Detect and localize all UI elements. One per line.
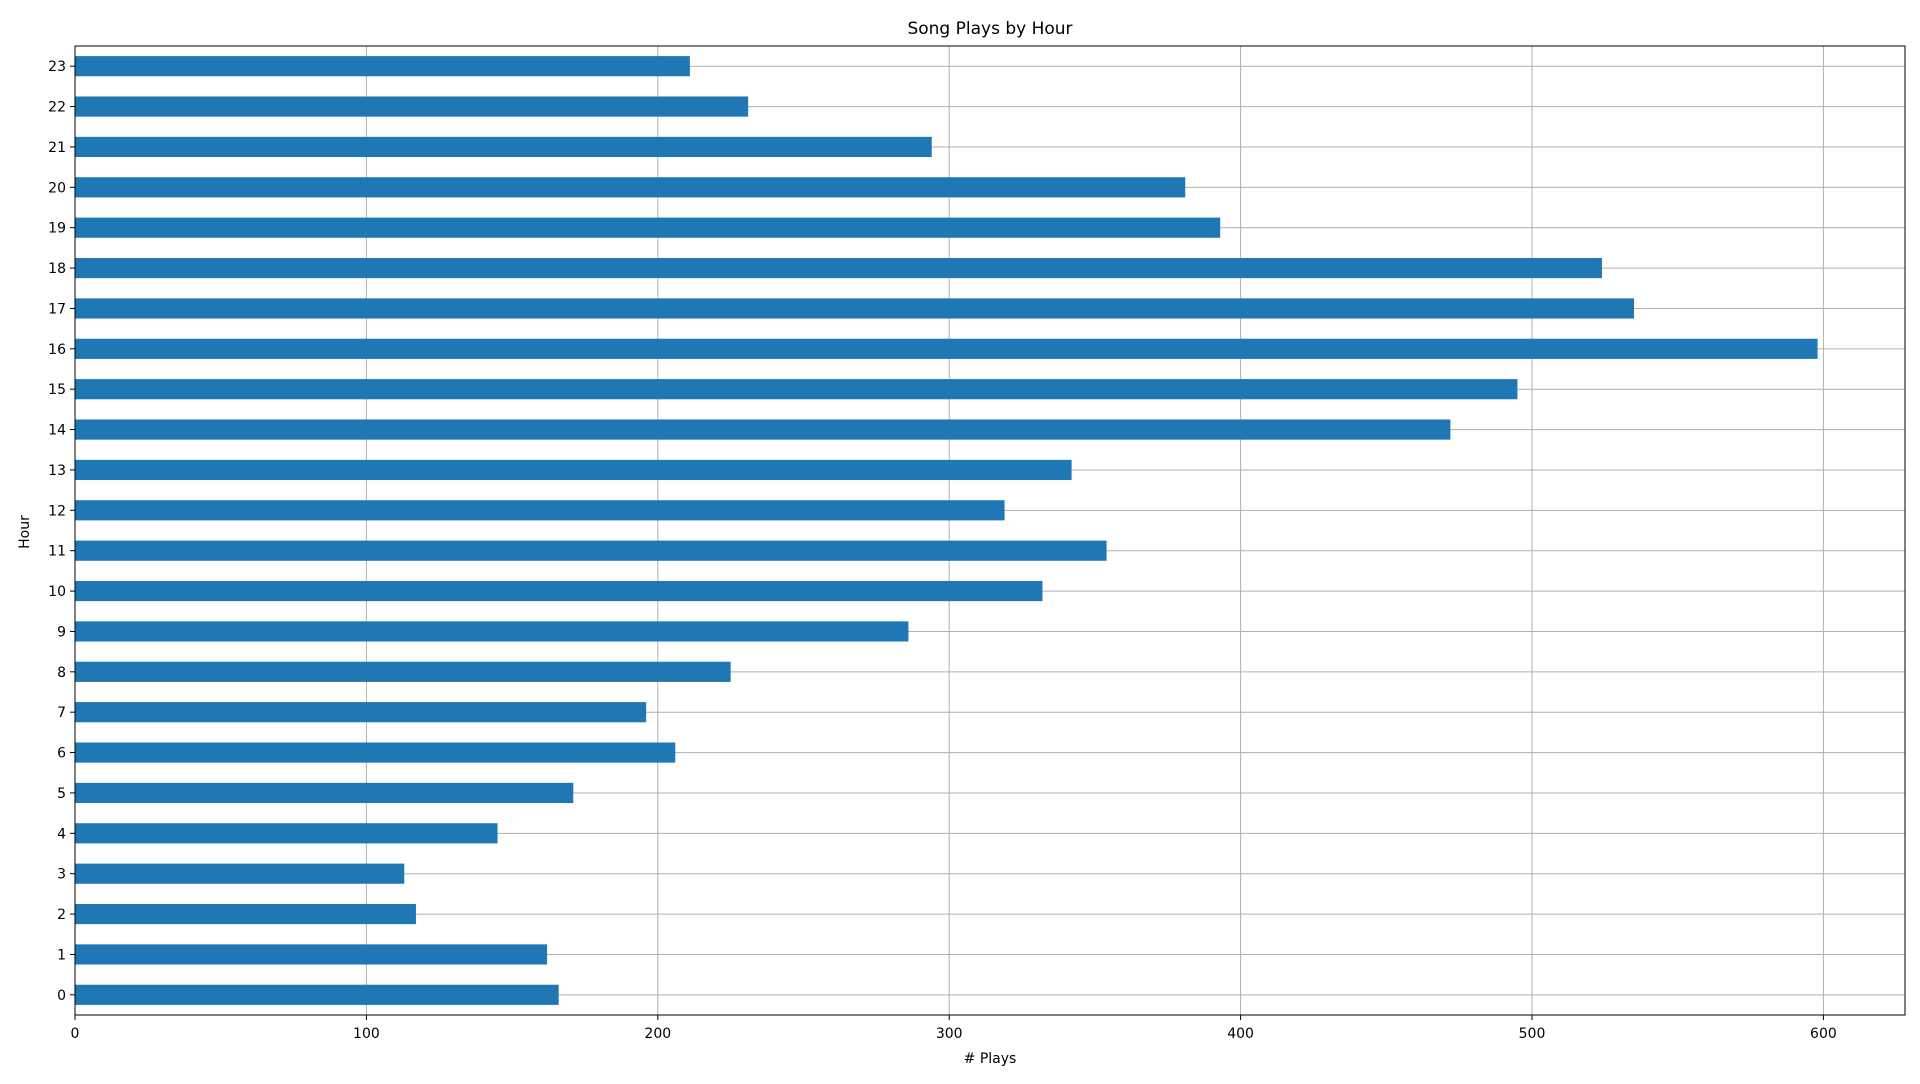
bar-hour-22 [75, 96, 749, 117]
y-tick-label: 0 [57, 988, 66, 1004]
y-tick-label: 9 [57, 624, 66, 640]
bar-hour-6 [75, 742, 676, 763]
y-tick-label: 20 [48, 180, 66, 196]
x-tick-label: 100 [353, 1026, 380, 1042]
bar-hour-16 [75, 338, 1818, 359]
y-tick-label: 23 [48, 59, 66, 75]
bar-hour-23 [75, 56, 690, 77]
bar-hour-19 [75, 217, 1221, 238]
y-tick-label: 8 [57, 665, 66, 681]
bar-hour-20 [75, 177, 1186, 198]
y-tick-label: 17 [48, 301, 66, 317]
x-axis-ticks: 0 100 200 300 400 500 600 [71, 1015, 1837, 1042]
x-tick-label: 300 [936, 1026, 963, 1042]
y-tick-label: 10 [48, 584, 66, 600]
y-tick-label: 4 [57, 826, 66, 842]
bar-hour-21 [75, 136, 932, 158]
x-tick-label: 400 [1227, 1026, 1254, 1042]
x-tick-label: 0 [71, 1026, 80, 1042]
bar-hour-5 [75, 782, 574, 804]
bar-hour-10 [75, 580, 1043, 602]
y-tick-label: 1 [57, 947, 66, 963]
y-tick-label: 18 [48, 261, 66, 277]
bar-hour-13 [75, 459, 1072, 481]
bar-hour-8 [75, 661, 731, 682]
bars [75, 56, 1818, 1005]
bar-hour-11 [75, 540, 1107, 561]
bar-hour-4 [75, 823, 498, 844]
y-tick-label: 5 [57, 786, 66, 802]
y-tick-label: 22 [48, 100, 66, 116]
bar-hour-0 [75, 984, 559, 1005]
plot-frame [74, 45, 1906, 1016]
y-tick-label: 19 [48, 221, 66, 237]
bar-hour-18 [75, 257, 1602, 279]
x-tick-label: 200 [644, 1026, 671, 1042]
y-axis-label: Hour [17, 515, 33, 549]
bar-hour-3 [75, 863, 405, 884]
y-tick-label: 2 [57, 907, 66, 923]
y-tick-label: 7 [57, 705, 66, 721]
bar-hour-7 [75, 702, 647, 723]
y-tick-label: 14 [48, 423, 66, 439]
y-tick-label: 21 [48, 140, 66, 156]
bar-hour-2 [75, 903, 416, 925]
bar-hour-12 [75, 500, 1005, 521]
bar-hour-14 [75, 419, 1451, 440]
y-tick-label: 3 [57, 867, 66, 883]
y-tick-label: 16 [48, 342, 66, 358]
x-tick-label: 500 [1519, 1026, 1546, 1042]
y-tick-label: 15 [48, 382, 66, 398]
x-tick-label: 600 [1810, 1026, 1837, 1042]
y-tick-label: 6 [57, 746, 66, 762]
bar-hour-15 [75, 379, 1518, 400]
y-tick-label: 13 [48, 463, 66, 479]
bar-hour-1 [75, 944, 548, 965]
y-tick-label: 12 [48, 503, 66, 519]
chart-title: Song Plays by Hour [907, 19, 1072, 39]
x-axis-label: # Plays [964, 1051, 1017, 1067]
y-tick-label: 11 [48, 544, 66, 560]
bar-hour-17 [75, 298, 1634, 319]
bar-hour-9 [75, 621, 909, 642]
